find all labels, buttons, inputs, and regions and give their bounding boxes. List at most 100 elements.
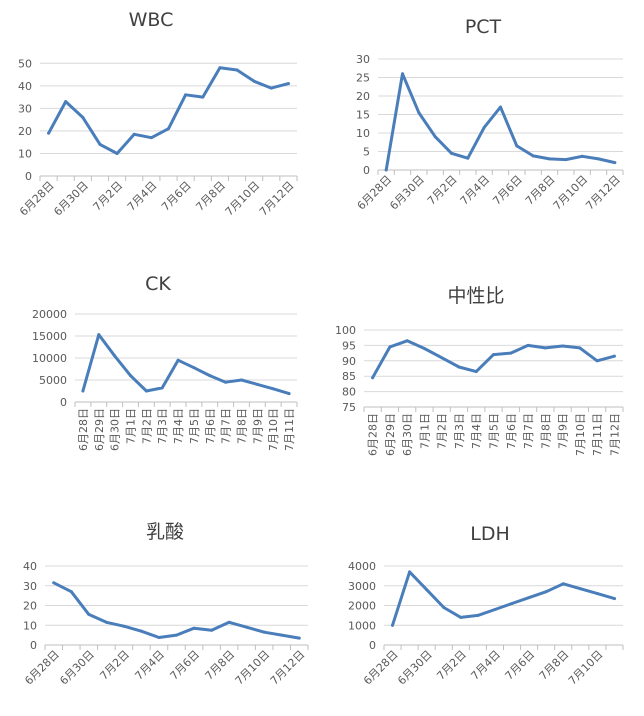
series-line	[384, 72, 617, 172]
x-tick-label: 6月30日	[387, 173, 427, 213]
x-tick-label: 7月4日	[125, 179, 160, 214]
x-tick-label: 7月2日	[91, 179, 126, 214]
x-tick-label: 6月28日	[22, 648, 62, 688]
x-tick-label: 7月6日	[159, 179, 194, 214]
data-point	[64, 100, 68, 104]
chart-2: PCT0510152025306月28日6月30日7月2日7月4日7月6日7月8…	[355, 16, 624, 213]
x-tick-label: 7月4日	[132, 648, 167, 683]
data-point	[255, 382, 259, 386]
data-point	[240, 378, 243, 382]
data-point	[405, 339, 409, 343]
data-point	[210, 628, 214, 632]
x-tick-label: 6月30日	[51, 179, 91, 219]
data-point	[157, 635, 161, 639]
x-tick-label: 6月30日	[401, 413, 414, 456]
data-point	[235, 68, 239, 72]
data-point	[595, 592, 599, 596]
x-tick-label: 7月10日	[574, 413, 587, 456]
data-point	[459, 615, 463, 619]
data-point	[476, 613, 480, 617]
data-point	[113, 354, 117, 358]
data-point	[492, 353, 495, 357]
data-point	[122, 624, 126, 628]
x-tick-label: 7月6日	[503, 648, 538, 683]
x-tick-label: 7月5日	[488, 413, 501, 449]
data-point	[132, 132, 136, 136]
data-point	[104, 620, 108, 624]
x-tick-label: 7月6日	[490, 173, 525, 208]
y-tick-label: 30	[23, 580, 37, 593]
data-point	[597, 157, 600, 161]
x-tick-label: 7月10日	[223, 179, 263, 219]
x-tick-label: 7月8日	[539, 413, 552, 449]
data-point	[97, 333, 101, 337]
y-tick-label: 10	[18, 147, 32, 160]
data-point	[561, 344, 565, 348]
data-point	[388, 345, 392, 349]
data-point	[580, 154, 584, 158]
y-tick-label: 20	[18, 125, 32, 138]
x-tick-label: 7月6日	[505, 413, 518, 449]
data-point	[612, 354, 616, 358]
data-point	[422, 346, 426, 350]
data-point	[401, 72, 404, 76]
x-tick-label: 6月30日	[109, 408, 122, 451]
y-tick-label: 10	[23, 619, 37, 632]
data-point	[69, 590, 73, 594]
data-point	[287, 392, 291, 396]
data-point	[371, 376, 375, 380]
y-tick-label: 50	[18, 57, 32, 70]
data-point	[149, 136, 153, 140]
x-tick-label: 7月8日	[203, 648, 238, 683]
data-point	[129, 374, 132, 378]
data-point	[578, 587, 582, 591]
chart-4: 中性比 75 80 85 90 95 100 6月28日 6月29日 6月30日 7月1日 7月2日 7…	[335, 285, 624, 456]
x-tick-label: 7月10日	[267, 408, 280, 451]
y-tick-label: 15	[356, 109, 370, 122]
data-point	[81, 389, 85, 393]
series-line	[81, 333, 291, 396]
y-tick-label: 5000	[39, 374, 67, 387]
x-tick-label: 7月4日	[172, 408, 185, 444]
chart-title: PCT	[465, 16, 502, 38]
chart-title: LDH	[470, 523, 510, 545]
x-tick-label: 7月4日	[470, 413, 483, 449]
x-tick-label: 7月11日	[591, 413, 604, 456]
chart-title: 乳酸	[146, 521, 184, 543]
data-point	[52, 581, 56, 585]
data-point	[227, 620, 231, 624]
data-point	[527, 596, 531, 600]
data-point	[184, 93, 188, 97]
x-tick-label: 7月7日	[220, 408, 233, 444]
data-point	[450, 151, 453, 155]
data-point	[510, 602, 514, 606]
data-point	[47, 131, 51, 135]
y-tick-label: 10000	[32, 352, 67, 365]
y-tick-label: 30	[356, 53, 370, 66]
x-tick-label: 7月2日	[436, 413, 449, 449]
data-point	[474, 370, 478, 374]
data-point	[391, 623, 395, 627]
data-point	[192, 366, 196, 370]
data-point	[499, 105, 502, 109]
data-point	[466, 156, 470, 160]
y-tick-label: 2000	[348, 600, 376, 613]
x-tick-label: 7月3日	[453, 413, 466, 449]
chart-title: 中性比	[447, 285, 504, 307]
data-point	[482, 125, 486, 129]
x-tick-label: 7月2日	[425, 173, 460, 208]
data-point	[280, 633, 284, 637]
data-point	[417, 111, 421, 115]
data-point	[543, 346, 547, 350]
x-tick-label: 7月12日	[257, 179, 297, 219]
data-point	[208, 374, 212, 378]
data-point	[384, 168, 388, 172]
data-point	[160, 386, 164, 390]
x-tick-label: 6月30日	[57, 648, 97, 688]
y-tick-label: 90	[342, 355, 356, 368]
x-tick-label: 6月28日	[17, 179, 57, 219]
x-tick-label: 7月10日	[566, 648, 606, 688]
series-line	[52, 581, 301, 640]
